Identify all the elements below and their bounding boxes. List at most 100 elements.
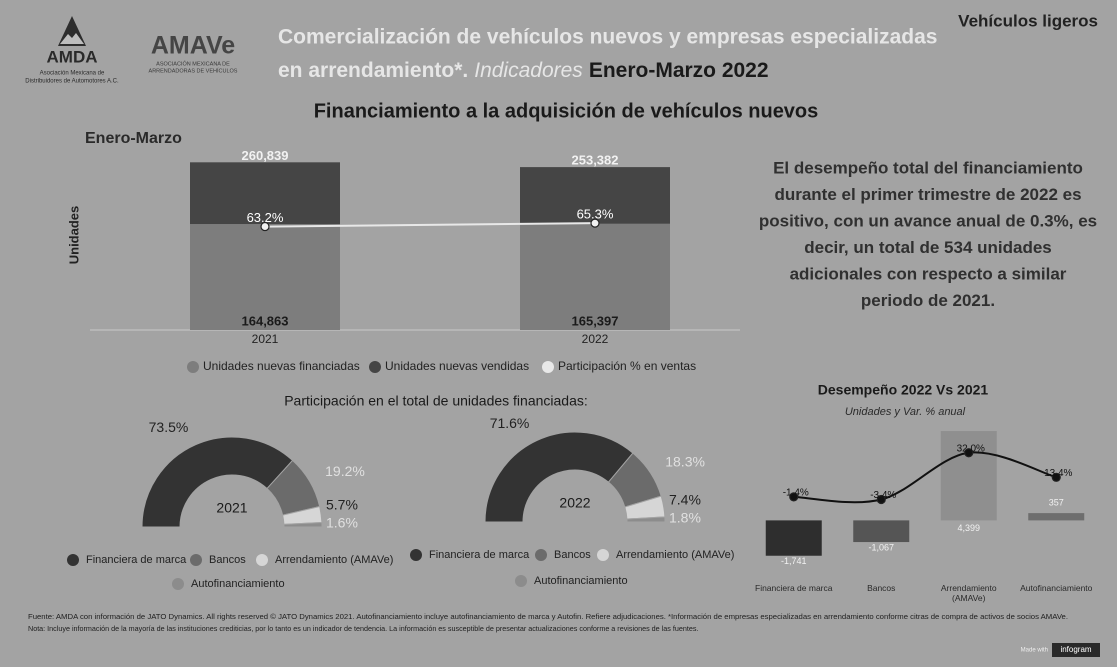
value-label: -1,067 [868,542,894,552]
line-point [590,218,600,228]
value-label: 71.6% [490,415,530,431]
x-tick-label-text: Financiera de marca [755,583,833,593]
legend-swatch [67,554,79,566]
legend-label: Unidades nuevas vendidas [385,359,529,373]
legend-label: Autofinanciamiento [534,575,628,587]
page-title: en arrendamiento*. Indicadores Enero-Marzo… [278,59,769,82]
value-label: 13.4% [1044,468,1072,479]
legend-label: Bancos [554,549,591,561]
value-label: 1.6% [326,515,358,531]
logo-caption: Asociación Mexicana de [40,71,105,77]
x-tick-label: Arrendamiento (AMAVe) [940,583,997,603]
line-point [964,448,974,458]
donut-segment [283,521,323,528]
value-label: -3.4% [870,490,896,501]
value-label: 18.3% [665,453,705,469]
line [793,451,1057,504]
legend-swatch [190,554,202,566]
summary-line: positivo, con un avance anual de 0.3%, e… [759,211,1097,230]
title-part: Enero-Marzo 2022 [589,59,769,82]
donut-segment [484,431,634,523]
brand: infogram [1060,645,1091,654]
legend-swatch [187,361,199,373]
legend-label: Arrendamiento (AMAVe) [616,549,734,561]
value-label: 260,839 [242,148,289,163]
brand-badge [1052,643,1100,657]
logo-caption: Distribuidores de Automotores A.C. [25,79,119,85]
footnote: Fuente: AMDA con información de JATO Dyn… [28,612,1068,621]
logo-caption: ASOCIACIÓN MEXICANA DE [156,60,230,67]
y-axis-label: Unidades [66,206,81,265]
line-point [789,492,799,502]
title-part: en arrendamiento*. [278,59,468,82]
line-point [260,221,270,232]
donut-center-label: 2022 [559,495,590,511]
legend-swatch [410,549,422,561]
legend-swatch [515,575,527,587]
summary-line: periodo de 2021. [861,291,995,310]
legend-label: Financiera de marca [429,549,530,561]
chart-subtitle: Unidades y Var. % anual [845,406,966,418]
value-label: -1,741 [781,556,807,566]
x-tick-label: Autofinanciamiento [1020,583,1093,593]
value-label: 5.7% [326,497,358,513]
value-label: 4,399 [957,523,980,533]
title-part: Indicadores [474,59,583,82]
summary: El desempeño total del financiamiento dur… [759,158,1097,310]
legend-swatch [542,361,554,373]
chart-title: Desempeño 2022 Vs 2021 [818,382,989,398]
x-tick-label: Bancos [867,583,896,593]
x-tick-label: 2022 [582,332,609,346]
made-with: Made with [1021,648,1048,654]
logo-caption: ARRENDADORAS DE VEHÍCULOS [149,67,238,74]
legend-swatch [535,549,547,561]
legend-label: Unidades nuevas financiadas [203,359,360,373]
donut-center-label: 2021 [216,500,247,516]
value-label: 253,382 [572,153,619,168]
chart-title: Participación en el total de unidades fi… [284,393,588,409]
value-label: 164,863 [242,313,289,328]
bar [765,520,822,556]
summary-line: El desempeño total del financiamiento [773,158,1083,177]
footnote: Nota: Incluye información de la mayoría … [28,624,698,633]
value-label: -1.4% [783,487,809,498]
legend-label: Participación % en ventas [558,359,696,373]
legend-label: Bancos [209,554,246,566]
value-label: 1.8% [669,510,701,526]
x-tick-label: 2021 [252,332,279,346]
logo-name: AMDA [47,47,98,66]
value-label: 7.4% [669,492,701,508]
line-point [876,494,886,505]
value-label: 357 [1049,498,1064,508]
page-title: Comercialización de vehículos nuevos y e… [278,26,937,49]
value-label: 19.2% [325,463,365,479]
legend-swatch [172,578,184,590]
legend-swatch [369,361,381,373]
x-tick-label-text: Bancos [867,583,896,593]
line [264,222,596,228]
legend-label: Arrendamiento (AMAVe) [275,554,393,566]
legend-label: Autofinanciamiento [191,578,285,590]
legend-swatch [597,549,609,561]
legend-label: Financiera de marca [86,554,187,566]
chart-title: Financiamiento a la adquisición de vehíc… [314,100,819,122]
value-label: 165,397 [572,313,619,328]
donut-segment [141,436,294,528]
value-label: 32.0% [957,443,985,454]
chart-subtitle: Enero-Marzo [85,130,182,147]
line-point [1051,472,1061,482]
logo-name: AMAVe [151,32,235,60]
legend-swatch [256,554,268,566]
summary-line: durante el primer trimestre de 2022 es [774,185,1081,204]
value-label: 63.2% [247,210,284,225]
bar [190,224,340,330]
summary-line: decir, un total de 534 unidades [804,238,1052,257]
bar [853,520,910,543]
x-tick-label-text: Autofinanciamiento [1020,583,1093,593]
amda-logo-mark [60,33,84,44]
x-tick-label-text: Arrendamiento (AMAVe) [940,583,997,603]
charts: Financiamiento a la adquisición de vehíc… [66,100,1093,603]
